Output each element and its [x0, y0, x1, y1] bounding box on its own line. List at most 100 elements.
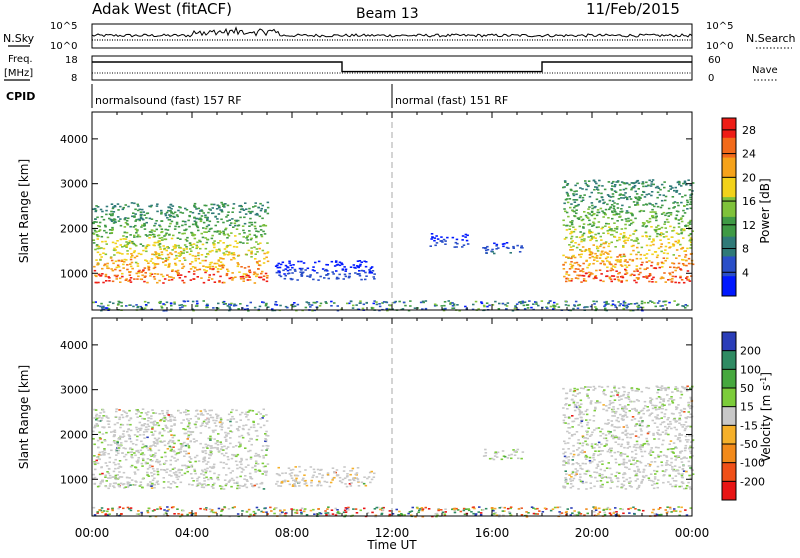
- range-cell: [613, 222, 616, 224]
- range-cell: [133, 203, 136, 205]
- range-cell: [362, 308, 365, 310]
- range-cell: [189, 456, 192, 458]
- range-cell: [184, 305, 187, 307]
- range-cell: [203, 480, 206, 482]
- range-cell: [105, 274, 108, 276]
- range-cell: [486, 306, 489, 308]
- range-cell: [663, 416, 666, 418]
- range-cell: [195, 221, 198, 223]
- range-cell: [208, 457, 211, 459]
- range-cell: [245, 459, 248, 461]
- range-cell: [485, 455, 488, 457]
- range-cell: [134, 455, 137, 457]
- range-cell: [640, 449, 643, 451]
- range-cell: [637, 470, 640, 472]
- range-cell: [634, 418, 637, 420]
- range-cell: [156, 229, 159, 231]
- range-cell: [114, 468, 117, 470]
- range-cell: [456, 239, 459, 241]
- range-cell: [605, 276, 608, 278]
- range-cell: [335, 261, 338, 263]
- range-cell: [103, 411, 106, 413]
- range-cell: [635, 254, 638, 256]
- range-cell: [622, 246, 625, 248]
- range-cell: [685, 254, 688, 256]
- range-cell: [673, 508, 676, 510]
- range-cell: [238, 233, 241, 235]
- range-cell: [111, 227, 114, 229]
- range-cell: [247, 411, 250, 413]
- range-cell: [206, 306, 209, 308]
- range-cell: [681, 228, 684, 230]
- range-cell: [207, 484, 210, 486]
- range-cell: [118, 260, 121, 262]
- range-cell: [366, 302, 369, 304]
- range-cell: [689, 203, 692, 205]
- range-cell: [603, 306, 606, 308]
- range-cell: [121, 253, 124, 255]
- range-cell: [104, 440, 107, 442]
- range-cell: [265, 449, 268, 451]
- range-cell: [142, 458, 145, 460]
- range-cell: [153, 473, 156, 475]
- range-cell: [146, 213, 149, 215]
- range-cell: [225, 485, 228, 487]
- range-cell: [250, 256, 253, 258]
- range-cell: [510, 454, 513, 456]
- range-cell: [337, 305, 340, 307]
- range-cell: [574, 257, 577, 259]
- power-colorbar-swatch: [722, 158, 736, 178]
- range-cell: [121, 452, 124, 454]
- range-cell: [159, 257, 162, 259]
- range-cell: [622, 305, 625, 307]
- range-cell: [596, 464, 599, 466]
- range-cell: [570, 231, 573, 233]
- range-cell: [616, 228, 619, 230]
- range-cell: [652, 451, 655, 453]
- range-cell: [563, 268, 566, 270]
- range-cell: [241, 412, 244, 414]
- range-cell: [645, 186, 648, 188]
- range-cell: [332, 513, 335, 515]
- range-cell: [563, 224, 566, 226]
- range-cell: [655, 306, 658, 308]
- range-cell: [225, 303, 228, 305]
- range-cell: [215, 443, 218, 445]
- range-cell: [440, 236, 443, 238]
- range-cell: [569, 478, 572, 480]
- range-cell: [604, 189, 607, 191]
- range-cell: [258, 277, 261, 279]
- range-cell: [339, 477, 342, 479]
- range-cell: [207, 254, 210, 256]
- range-cell: [625, 462, 628, 464]
- range-cell: [164, 452, 167, 454]
- range-cell: [158, 425, 161, 427]
- range-cell: [312, 266, 315, 268]
- range-cell: [101, 307, 104, 309]
- range-cell: [107, 417, 110, 419]
- range-cell: [253, 274, 256, 276]
- range-cell: [192, 480, 195, 482]
- range-cell: [155, 412, 158, 414]
- range-cell: [240, 276, 243, 278]
- range-cell: [622, 416, 625, 418]
- range-cell: [624, 224, 627, 226]
- range-cell: [589, 257, 592, 259]
- range-cell: [644, 401, 647, 403]
- range-cell: [686, 276, 689, 278]
- range-cell: [140, 484, 143, 486]
- range-cell: [644, 269, 647, 271]
- range-cell: [117, 252, 120, 254]
- range-cell: [630, 198, 633, 200]
- nave-tick-top: 60: [708, 55, 721, 66]
- range-cell: [151, 409, 154, 411]
- range-cell: [175, 476, 178, 478]
- range-cell: [596, 260, 599, 262]
- range-cell: [111, 232, 114, 234]
- range-cell: [156, 439, 159, 441]
- range-cell: [683, 424, 686, 426]
- range-cell: [226, 275, 229, 277]
- range-cell: [588, 220, 591, 222]
- range-cell: [230, 425, 233, 427]
- range-cell: [225, 251, 228, 253]
